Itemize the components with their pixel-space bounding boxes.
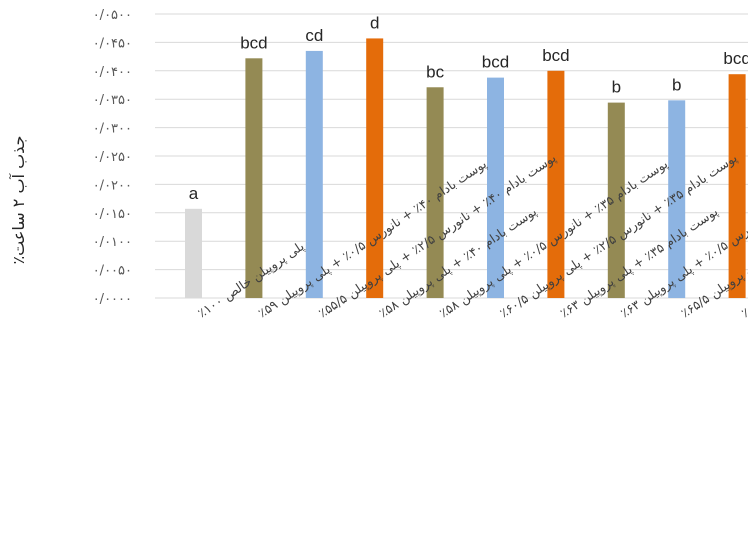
- y-tick-label: ۰/۰۳۰۰: [93, 122, 132, 137]
- bar: [426, 87, 444, 298]
- y-axis-title: جذب آب ۲ ساعت٪: [9, 136, 28, 265]
- bar: [245, 58, 263, 298]
- bar: [487, 77, 504, 298]
- bars: [185, 38, 746, 298]
- y-tick-label: ۰/۰۳۵۰: [93, 93, 132, 108]
- y-tick-label: ۰/۰۲۵۰: [93, 150, 132, 165]
- y-tick-label: ۰/۰۱۰۰: [93, 235, 132, 250]
- data-label: bcd: [542, 46, 569, 65]
- data-label: bcd: [723, 49, 748, 68]
- y-tick-label: ۰/۰۱۵۰: [93, 207, 132, 222]
- y-tick-label: ۰/۰۴۰۰: [93, 65, 132, 80]
- y-tick-label: ۰/۰۰۵۰: [93, 264, 132, 279]
- bar: [305, 50, 323, 298]
- y-axis-ticks: ۰/۰۰۰۰ ۰/۰۰۵۰ ۰/۰۱۰۰ ۰/۰۱۵۰ ۰/۰۲۰۰ ۰/۰۲۵۰ ۰/۰۳…: [93, 8, 132, 307]
- y-tick-label: ۰/۰۰۰۰: [93, 292, 132, 307]
- bar: [185, 208, 202, 298]
- data-label: b: [672, 75, 681, 94]
- data-label: cd: [305, 26, 323, 45]
- y-tick-label: ۰/۰۵۰۰: [93, 8, 132, 23]
- data-label: bcd: [240, 33, 267, 52]
- data-label: b: [612, 78, 621, 97]
- data-label: bc: [426, 62, 444, 81]
- bar: [547, 70, 565, 298]
- x-axis-category-labels: پلی پروپیلن خالص ۱۰۰٪پوست بادام ۴۰٪ + نا…: [195, 150, 748, 322]
- data-labels: a bcd cd d bc bcd bcd b b bcd: [189, 13, 748, 202]
- data-label: bcd: [482, 53, 509, 72]
- bar: [668, 100, 686, 298]
- y-tick-label: ۰/۰۲۰۰: [93, 178, 132, 193]
- bar: [366, 38, 384, 298]
- data-label: d: [370, 13, 379, 32]
- bar: [728, 74, 746, 298]
- bar: [607, 102, 625, 298]
- data-label: a: [189, 184, 199, 203]
- y-tick-label: ۰/۰۴۵۰: [93, 36, 132, 51]
